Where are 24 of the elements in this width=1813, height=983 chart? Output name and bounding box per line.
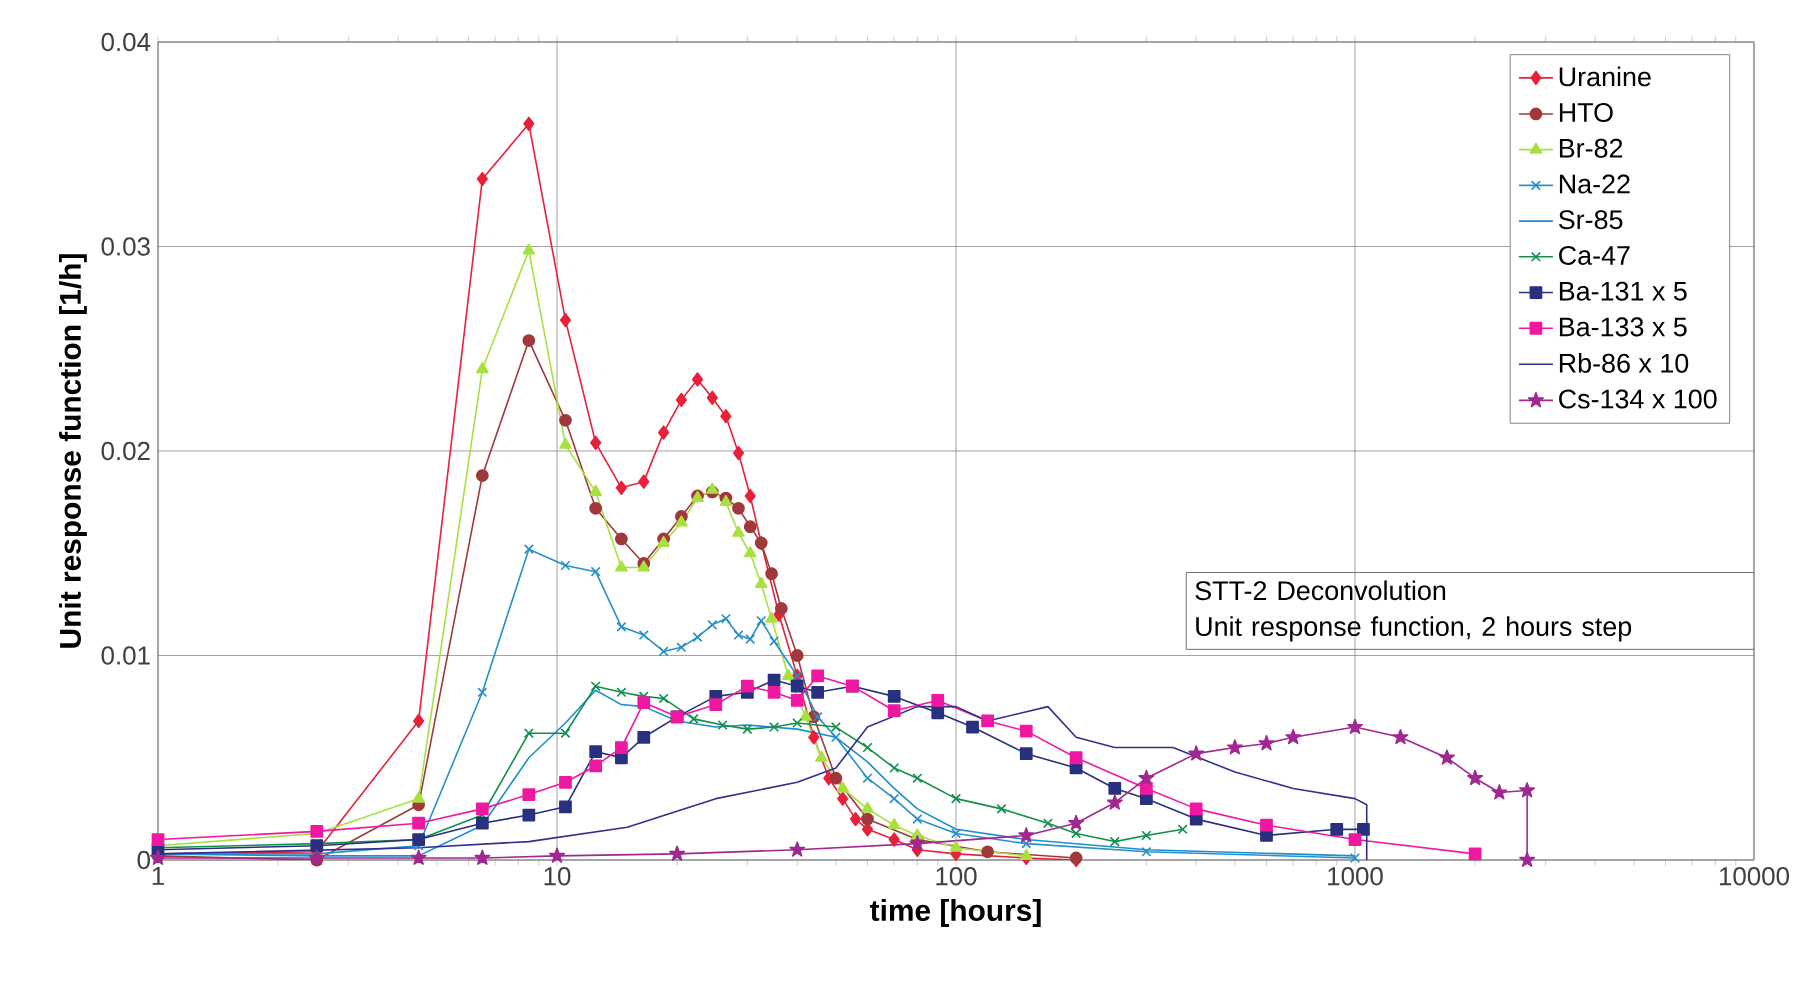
annotation: Unit response function, 2 hours step [1196, 616, 1632, 642]
legend-label: Cs-134 x 100 [1559, 389, 1717, 409]
x-axis-title: time [hours] [870, 899, 1041, 927]
legend-label: Br-82 [1559, 138, 1623, 158]
y-tick-label: 0.01 [101, 646, 150, 665]
x-tick-label: 10000 [1719, 867, 1789, 886]
legend-label: Ba-131 x 5 [1559, 281, 1687, 301]
x-tick-label: 1000 [1328, 867, 1383, 886]
legend-label: HTO [1559, 103, 1613, 123]
legend-label: Ca-47 [1559, 245, 1630, 265]
legend-label: Sr-85 [1558, 210, 1623, 230]
y-tick-label: 0.03 [101, 237, 150, 256]
legend-label: Na-22 [1559, 174, 1630, 194]
legend-label: Uranine [1559, 66, 1651, 87]
y-axis-title: Unit response function [1/h] [59, 254, 87, 648]
x-tick-label: 100 [936, 867, 977, 886]
x-tick-label: 10 [544, 867, 571, 886]
annotation: STT-2 Deconvolution [1195, 580, 1446, 601]
x-tick-label: 1 [152, 867, 164, 885]
y-tick-label: 0.02 [101, 441, 150, 461]
legend-label: Ba-133 x 5 [1559, 317, 1687, 337]
y-tick-label: 0.04 [101, 32, 151, 52]
y-tick-label: 0 [137, 850, 150, 870]
legend-label: Rb-86 x 10 [1559, 353, 1689, 373]
